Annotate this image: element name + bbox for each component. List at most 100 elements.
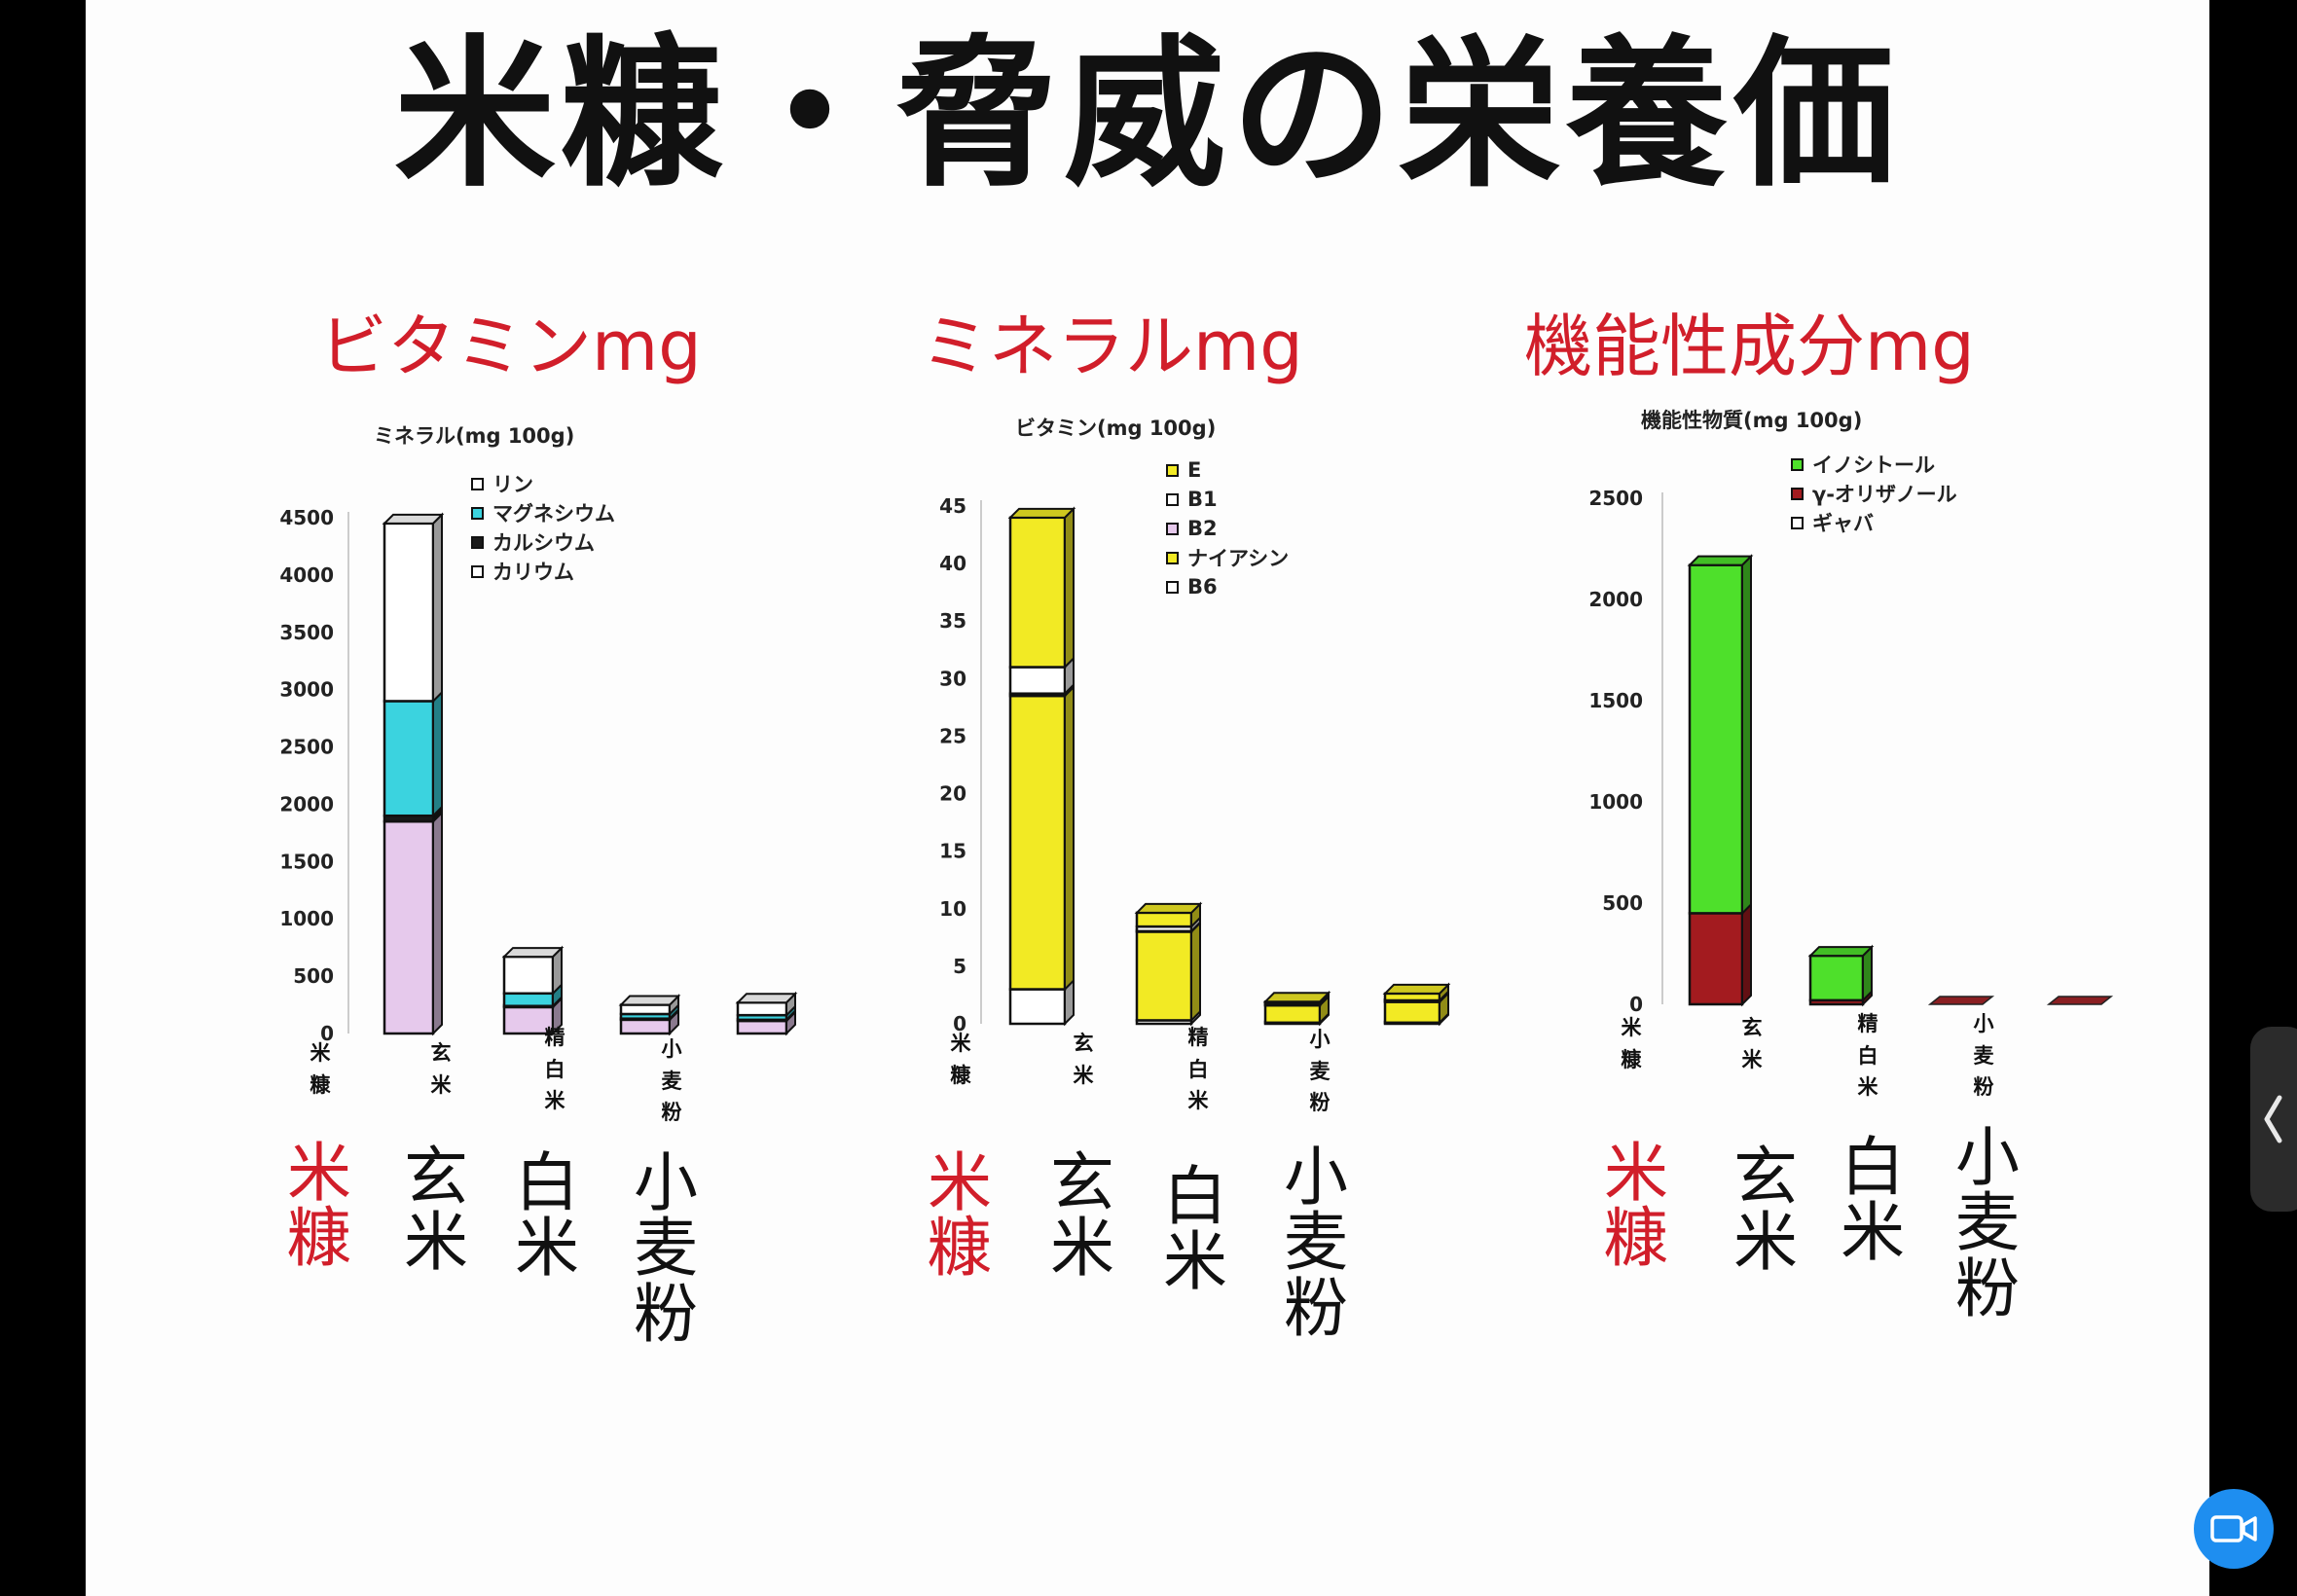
bar-side bbox=[1190, 921, 1201, 1023]
y-tick-label: 1000 bbox=[279, 907, 334, 930]
bar-segment bbox=[502, 955, 555, 996]
chart-title: ビタミン(mg 100g) bbox=[1015, 417, 1217, 440]
legend-swatch bbox=[1166, 492, 1179, 506]
category-label: 米糠 bbox=[310, 1041, 331, 1097]
y-tick-label: 500 bbox=[293, 964, 334, 988]
y-tick-label: 2500 bbox=[1588, 487, 1643, 510]
legend-item: B6 bbox=[1166, 572, 1289, 601]
bar-segment bbox=[736, 1000, 788, 1017]
y-tick-label: 35 bbox=[939, 609, 966, 633]
legend-item: カルシウム bbox=[471, 527, 615, 557]
bar-side bbox=[432, 512, 443, 704]
bar-stack bbox=[1807, 944, 1875, 1007]
category-label: 精白米 bbox=[1187, 1026, 1209, 1113]
bar-side bbox=[432, 810, 443, 1036]
legend-item: B2 bbox=[1166, 514, 1289, 543]
legend-item: γ-オリザノール bbox=[1791, 479, 1957, 508]
bar-top bbox=[735, 993, 798, 1004]
bar-segment bbox=[619, 1018, 672, 1035]
big-category-label: 白米 bbox=[515, 1145, 579, 1287]
chart-title: ミネラル(mg 100g) bbox=[374, 424, 575, 448]
bar-segment bbox=[1808, 954, 1865, 1002]
bar-segment bbox=[502, 1005, 555, 1035]
bar-side bbox=[432, 690, 443, 818]
bar-segment bbox=[736, 1019, 788, 1035]
bar-segment bbox=[1383, 992, 1441, 1002]
bar-empty bbox=[2046, 996, 2114, 1005]
bar-stack bbox=[1382, 982, 1451, 1027]
legend-swatch bbox=[471, 477, 484, 490]
big-category-label: 米糠 bbox=[287, 1136, 351, 1277]
category-label: 玄米 bbox=[1741, 1016, 1763, 1071]
video-camera-icon bbox=[2210, 1515, 2257, 1542]
bar-segment bbox=[619, 1003, 672, 1016]
y-tick-label: 0 bbox=[320, 1022, 334, 1045]
bar-top bbox=[1262, 992, 1331, 1003]
video-call-button[interactable] bbox=[2194, 1489, 2274, 1569]
big-category-label: 玄米 bbox=[1050, 1145, 1114, 1287]
y-tick-label: 15 bbox=[939, 840, 966, 863]
legend-swatch bbox=[1166, 551, 1179, 564]
big-category-label: 白米 bbox=[1841, 1130, 1905, 1271]
bar-segment bbox=[383, 819, 435, 1035]
bar-empty bbox=[1927, 996, 1995, 1005]
big-category-label: 白米 bbox=[1163, 1159, 1227, 1300]
bar-segment bbox=[1008, 516, 1067, 669]
side-tab[interactable] bbox=[2250, 1027, 2297, 1212]
legend-swatch bbox=[1166, 522, 1179, 535]
y-tick-label: 1500 bbox=[1588, 689, 1643, 712]
bar-segment bbox=[1008, 694, 1067, 991]
legend-item: イノシトール bbox=[1791, 450, 1957, 479]
bar-top bbox=[1807, 946, 1875, 958]
chart-legend: E B1 B2 ナイアシン B6 bbox=[1166, 455, 1289, 601]
bar-segment bbox=[1008, 666, 1067, 695]
category-label: 小麦粉 bbox=[1309, 1028, 1331, 1115]
big-category-label: 玄米 bbox=[1733, 1140, 1798, 1281]
chevron-left-icon bbox=[2264, 1095, 2282, 1143]
chart-heading-vitamin: ビタミンmg bbox=[319, 307, 702, 386]
bar-segment bbox=[1688, 912, 1744, 1006]
chart-heading-mineral: ミネラルmg bbox=[921, 307, 1303, 386]
legend-item: ギャバ bbox=[1791, 508, 1957, 537]
legend-swatch bbox=[1166, 463, 1179, 477]
bar-stack bbox=[1134, 901, 1203, 1027]
category-label: 小麦粉 bbox=[1973, 1012, 1994, 1100]
big-category-label: 小麦粉 bbox=[634, 1145, 698, 1352]
bar-stack bbox=[618, 994, 681, 1036]
page-title: 米糠・脅威の栄養価 bbox=[394, 21, 1901, 209]
legend-swatch bbox=[1791, 457, 1804, 471]
chart-plot-minerals: 0 500 1000 1500 2000 2500 3000 3500 4000 4500 bbox=[279, 506, 798, 1045]
bar-stack bbox=[1262, 990, 1331, 1027]
chart-heading-functional: 機能性成分mg bbox=[1524, 307, 1975, 386]
category-label: 米糠 bbox=[1621, 1016, 1642, 1071]
y-tick-label: 10 bbox=[939, 897, 966, 921]
big-category-label: 玄米 bbox=[404, 1140, 468, 1281]
chart-legend: リン マグネシウム カルシウム カリウム bbox=[471, 469, 615, 586]
y-tick-label: 4500 bbox=[279, 506, 334, 529]
bar-side bbox=[1064, 684, 1075, 992]
y-tick-label: 20 bbox=[939, 782, 966, 806]
y-tick-label: 0 bbox=[953, 1012, 966, 1035]
bar-segment bbox=[1008, 988, 1067, 1026]
legend-swatch bbox=[1791, 516, 1804, 529]
bar-segment bbox=[1135, 930, 1193, 1022]
bar-side bbox=[1064, 506, 1075, 670]
y-tick-label: 500 bbox=[1602, 891, 1643, 915]
chart-plot-vitamins: 0 5 10 15 20 25 30 35 40 45 bbox=[939, 494, 1451, 1035]
y-tick-label: 25 bbox=[939, 724, 966, 747]
bar-top bbox=[1687, 555, 1754, 566]
y-tick-label: 1000 bbox=[1588, 790, 1643, 814]
legend-item: カリウム bbox=[471, 557, 615, 586]
category-label: 玄米 bbox=[1073, 1032, 1094, 1087]
legend-item: リン bbox=[471, 469, 615, 498]
legend-item: E bbox=[1166, 455, 1289, 485]
chart-legend: イノシトール γ-オリザノール ギャバ bbox=[1791, 450, 1957, 537]
y-tick-label: 3000 bbox=[279, 678, 334, 702]
y-tick-label: 45 bbox=[939, 494, 966, 518]
bar-segment bbox=[502, 992, 555, 1007]
bar-stack bbox=[501, 945, 565, 1036]
bar-stack bbox=[382, 512, 445, 1036]
bar-top bbox=[1134, 902, 1203, 914]
legend-swatch bbox=[471, 535, 484, 549]
y-tick-label: 40 bbox=[939, 552, 966, 575]
